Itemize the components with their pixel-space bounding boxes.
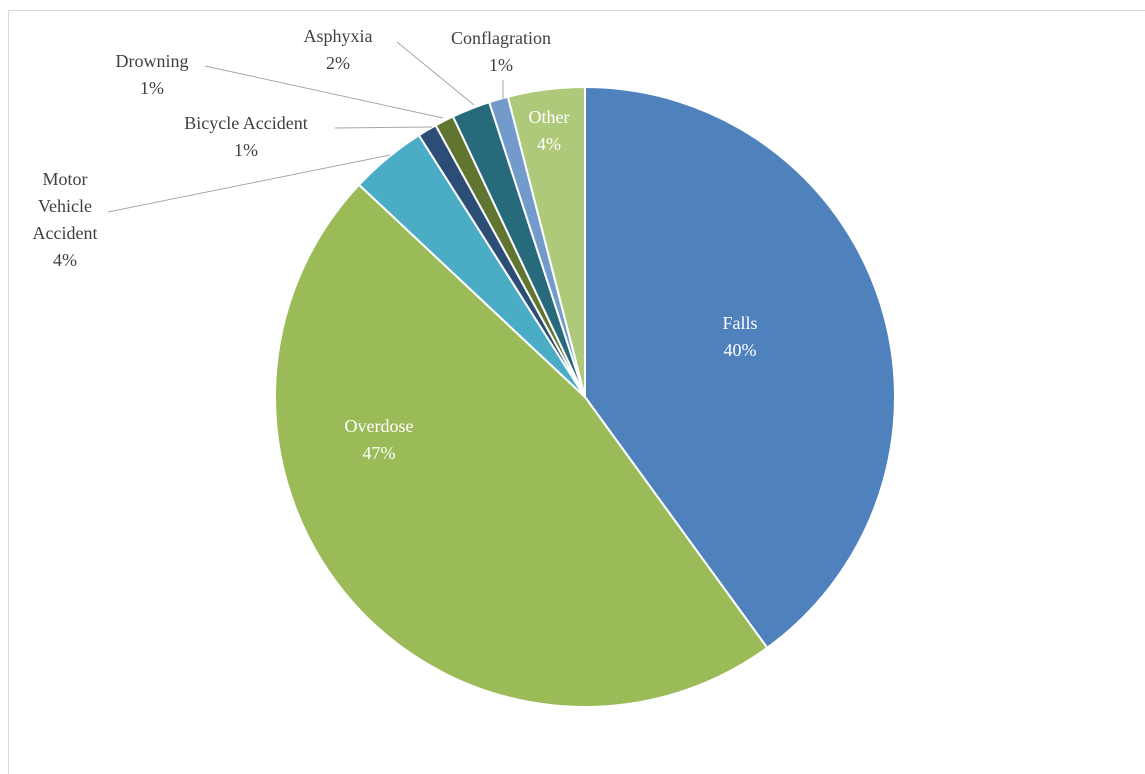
value-label: 1% <box>489 55 513 75</box>
leader-line <box>334 126 433 129</box>
pie-slice <box>584 85 896 650</box>
category-label: Other <box>528 107 570 127</box>
data-label: Overdose 47% <box>309 413 449 467</box>
data-label: Asphyxia 2% <box>278 23 398 77</box>
leader-line <box>204 65 444 119</box>
data-label: Drowning 1% <box>92 48 212 102</box>
value-label: 2% <box>326 53 350 73</box>
leader-line <box>396 41 475 106</box>
data-label: Bicycle Accident 1% <box>146 110 346 164</box>
value-label: 1% <box>140 78 164 98</box>
value-label: 47% <box>362 443 396 463</box>
value-label: 1% <box>234 140 258 160</box>
pie-slice <box>506 85 586 398</box>
category-label: Asphyxia <box>303 26 373 46</box>
leader-line <box>107 154 391 213</box>
data-label: Conflagration 1% <box>421 25 581 79</box>
category-label: Drowning <box>115 51 189 71</box>
category-label: Falls <box>722 313 758 333</box>
category-label: Conflagration <box>451 28 551 48</box>
data-label: Falls 40% <box>680 310 800 364</box>
data-label: Motor Vehicle Accident 4% <box>20 166 110 274</box>
category-label: Motor Vehicle Accident <box>32 169 98 243</box>
data-label: Other 4% <box>509 104 589 158</box>
chart-frame <box>8 10 1145 774</box>
value-label: 4% <box>537 134 561 154</box>
category-label: Overdose <box>344 416 414 436</box>
value-label: 40% <box>723 340 757 360</box>
value-label: 4% <box>53 250 77 270</box>
pie-slice <box>274 183 769 708</box>
category-label: Bicycle Accident <box>184 113 308 133</box>
